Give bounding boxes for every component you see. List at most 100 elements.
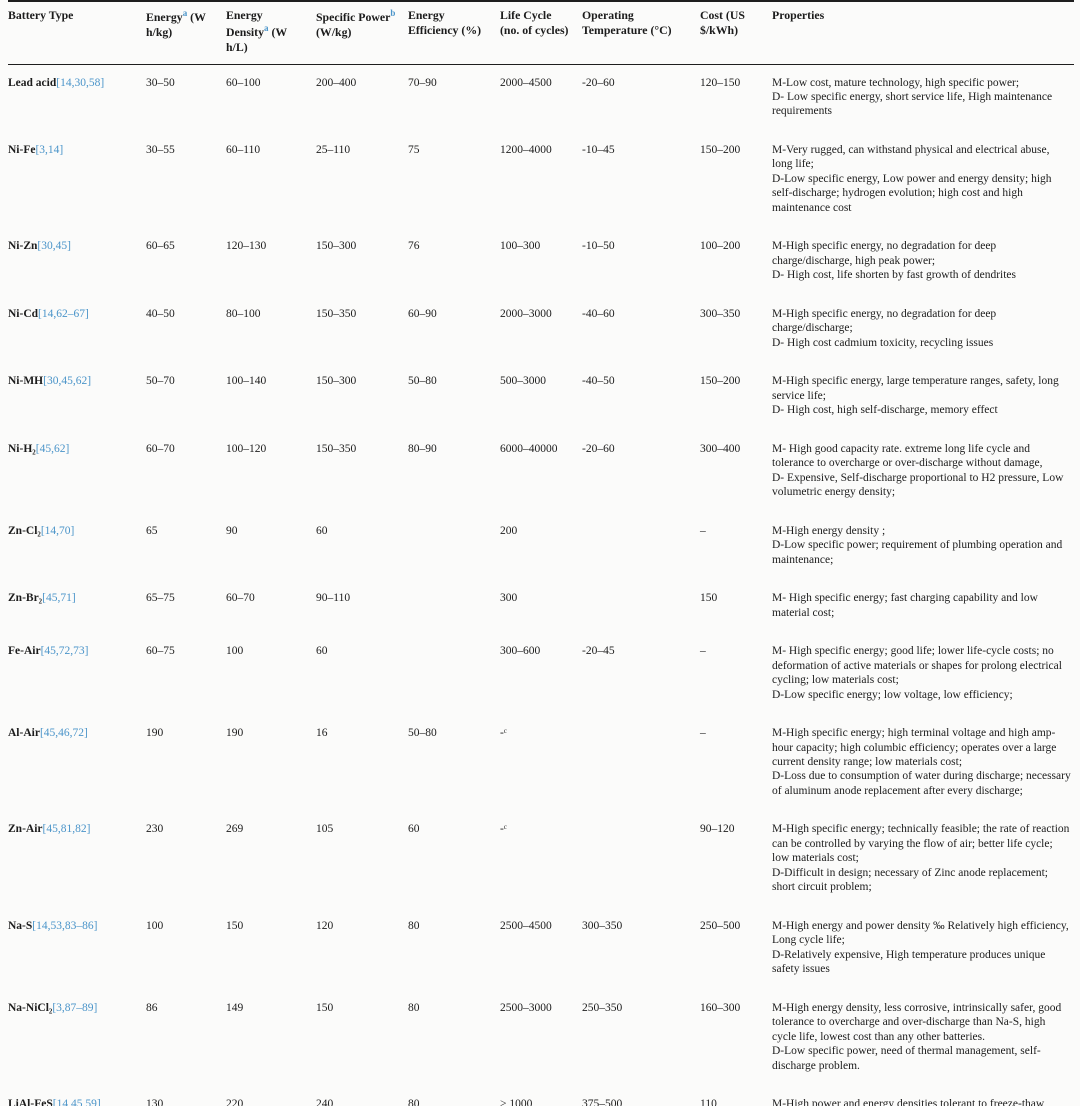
specific-power-cell: 60 xyxy=(316,524,328,537)
cost-cell: 300–350 xyxy=(700,307,741,320)
header-label: Energy Efficiency (%) xyxy=(408,8,482,37)
energy-density-cell: 120–130 xyxy=(226,240,267,253)
operating-temperature-cell: -20–60 xyxy=(582,76,615,89)
header-label: Cost (US $/kWh) xyxy=(700,8,745,37)
citation-link[interactable]: [30,45,62] xyxy=(43,375,92,388)
cost-cell: – xyxy=(700,524,706,537)
battery-name: Zn-Air xyxy=(8,823,43,836)
energy-efficiency-cell: 50–80 xyxy=(408,375,437,388)
energy-efficiency-cell: 80 xyxy=(408,1098,420,1106)
operating-temperature-cell: -40–60 xyxy=(582,307,615,320)
energy-efficiency-cell: 60–90 xyxy=(408,307,437,320)
citation-link[interactable]: [3,87–89] xyxy=(52,1001,98,1014)
cost-cell: 120–150 xyxy=(700,76,741,89)
citation-link[interactable]: [3,14] xyxy=(35,143,64,156)
properties-cell: M-High specific energy, large temperatur… xyxy=(772,375,1059,417)
citation-link[interactable]: [30,45] xyxy=(37,240,71,253)
energy-cell: 50–70 xyxy=(146,375,175,388)
specific-power-cell: 150–300 xyxy=(316,240,357,253)
energy-density-cell: 269 xyxy=(226,823,244,836)
operating-temperature-cell: -20–45 xyxy=(582,645,615,658)
battery-comparison-table: Battery Type Energya (W h/kg) Energy Den… xyxy=(8,0,1074,1106)
header-label: Energy Density xyxy=(226,8,265,39)
header-label: Operating Temperature (°C) xyxy=(582,8,672,37)
energy-efficiency-cell: 75 xyxy=(408,143,420,156)
energy-efficiency-cell: 70–90 xyxy=(408,76,437,89)
citation-link[interactable]: [45,46,72] xyxy=(39,727,88,740)
energy-cell: 60–65 xyxy=(146,240,175,253)
battery-name: Al-Air xyxy=(8,727,40,740)
battery-name: Lead acid xyxy=(8,76,57,89)
energy-cell: 65–75 xyxy=(146,592,175,605)
footnote-marker-a: a xyxy=(264,22,269,33)
citation-link[interactable]: [45,72,73] xyxy=(40,645,89,658)
cost-cell: 100–200 xyxy=(700,240,741,253)
energy-efficiency-cell xyxy=(408,633,500,715)
cost-cell: 110 xyxy=(700,1098,717,1106)
energy-efficiency-cell xyxy=(408,580,500,633)
energy-density-cell: 100–120 xyxy=(226,442,267,455)
energy-density-cell: 60–70 xyxy=(226,592,255,605)
specific-power-cell: 60 xyxy=(316,645,328,658)
cost-cell: 150–200 xyxy=(700,143,741,156)
specific-power-cell: 200–400 xyxy=(316,76,357,89)
citation-link[interactable]: [14,62–67] xyxy=(38,307,89,320)
energy-efficiency-cell: 80 xyxy=(408,1001,420,1014)
properties-cell: M-High specific energy, no degradation f… xyxy=(772,240,1017,282)
operating-temperature-cell: 250–350 xyxy=(582,1001,623,1014)
table-row: Al-Air[45,46,72] 190 190 16 50–80 -ᶜ – M… xyxy=(8,715,1074,811)
col-header-energy-density: Energy Densitya (W h/L) xyxy=(226,1,316,64)
properties-cell: M-Low cost, mature technology, high spec… xyxy=(772,76,1053,118)
operating-temperature-cell: -40–50 xyxy=(582,375,615,388)
energy-density-cell: 90 xyxy=(226,524,238,537)
header-label: Energy xyxy=(146,9,183,24)
cost-cell: 250–500 xyxy=(700,919,741,932)
battery-type-cell: Ni-Zn[30,45] xyxy=(8,228,146,295)
specific-power-cell: 90–110 xyxy=(316,592,351,605)
energy-density-cell: 190 xyxy=(226,727,244,740)
battery-name: Na-NiCl₂ xyxy=(8,1001,53,1014)
header-unit: (W/kg) xyxy=(316,24,352,39)
life-cycle-cell: 2500–4500 xyxy=(500,919,552,932)
table-row: LiAl-FeS[14,45,59] 130 220 240 80 > 1000… xyxy=(8,1086,1074,1106)
energy-efficiency-cell: 60 xyxy=(408,823,420,836)
header-label: Life Cycle (no. of cycles) xyxy=(500,8,569,37)
citation-link[interactable]: [45,62] xyxy=(35,442,70,455)
citation-link[interactable]: [14,53,83–86] xyxy=(32,919,98,932)
specific-power-cell: 150–350 xyxy=(316,442,357,455)
col-header-operating-temperature: Operating Temperature (°C) xyxy=(582,1,700,64)
battery-type-cell: LiAl-FeS[14,45,59] xyxy=(8,1086,146,1106)
specific-power-cell: 150 xyxy=(316,1001,334,1014)
battery-type-cell: Na-NiCl₂[3,87–89] xyxy=(8,990,146,1086)
citation-link[interactable]: [14,45,59] xyxy=(52,1098,101,1106)
life-cycle-cell: 300–600 xyxy=(500,645,541,658)
energy-cell: 65 xyxy=(146,524,158,537)
life-cycle-cell: 2500–3000 xyxy=(500,1001,552,1014)
specific-power-cell: 120 xyxy=(316,919,334,932)
properties-cell: M-High specific energy, no degradation f… xyxy=(772,307,997,349)
life-cycle-cell: 6000–40000 xyxy=(500,442,558,455)
battery-type-cell: Ni-Cd[14,62–67] xyxy=(8,296,146,363)
battery-name: Na-S xyxy=(8,919,33,932)
energy-cell: 86 xyxy=(146,1001,158,1014)
col-header-battery-type: Battery Type xyxy=(8,1,146,64)
header-label: Specific Power xyxy=(316,9,391,24)
energy-density-cell: 150 xyxy=(226,919,244,932)
battery-name: Ni-Zn xyxy=(8,240,38,253)
citation-link[interactable]: [45,81,82] xyxy=(42,823,91,836)
citation-link[interactable]: [14,30,58] xyxy=(56,76,105,89)
battery-type-cell: Fe-Air[45,72,73] xyxy=(8,633,146,715)
life-cycle-cell: 500–3000 xyxy=(500,375,546,388)
operating-temperature-cell xyxy=(582,513,700,580)
specific-power-cell: 16 xyxy=(316,727,328,740)
life-cycle-cell: 200 xyxy=(500,524,518,537)
table-row: Ni-H₂[45,62] 60–70 100–120 150–350 80–90… xyxy=(8,431,1074,513)
header-unit: (W h/L) xyxy=(226,24,287,54)
citation-link[interactable]: [45,71] xyxy=(42,592,76,605)
citation-link[interactable]: [14,70] xyxy=(40,524,75,537)
table-header: Battery Type Energya (W h/kg) Energy Den… xyxy=(8,1,1074,64)
energy-cell: 230 xyxy=(146,823,164,836)
specific-power-cell: 240 xyxy=(316,1098,334,1106)
battery-name: Ni-Cd xyxy=(8,307,39,320)
operating-temperature-cell: -10–50 xyxy=(582,240,615,253)
